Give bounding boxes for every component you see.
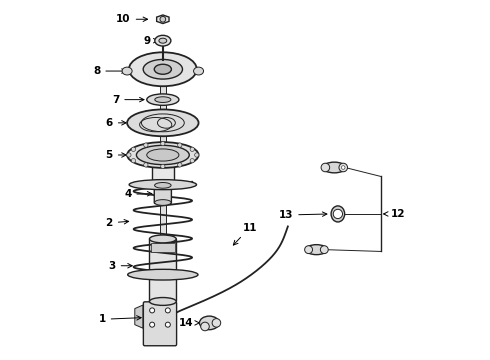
Ellipse shape bbox=[149, 297, 176, 305]
Circle shape bbox=[195, 153, 199, 157]
Circle shape bbox=[131, 147, 136, 152]
Circle shape bbox=[339, 163, 347, 172]
Text: 2: 2 bbox=[105, 218, 128, 228]
FancyBboxPatch shape bbox=[150, 243, 175, 252]
Text: 10: 10 bbox=[116, 14, 147, 24]
Text: 11: 11 bbox=[233, 222, 257, 245]
Text: 6: 6 bbox=[105, 118, 126, 128]
Text: 5: 5 bbox=[105, 150, 126, 160]
Circle shape bbox=[321, 163, 330, 172]
Circle shape bbox=[178, 163, 182, 167]
Ellipse shape bbox=[127, 109, 198, 136]
Circle shape bbox=[320, 246, 328, 253]
Circle shape bbox=[342, 166, 345, 169]
FancyBboxPatch shape bbox=[160, 71, 166, 280]
Ellipse shape bbox=[149, 235, 176, 243]
Text: 12: 12 bbox=[384, 209, 405, 219]
Circle shape bbox=[149, 322, 155, 327]
Text: 13: 13 bbox=[279, 210, 327, 220]
Circle shape bbox=[144, 143, 148, 147]
Text: 8: 8 bbox=[93, 66, 126, 76]
Circle shape bbox=[161, 164, 165, 168]
Text: 4: 4 bbox=[124, 189, 152, 199]
Polygon shape bbox=[135, 305, 143, 328]
Ellipse shape bbox=[129, 180, 196, 190]
Ellipse shape bbox=[155, 35, 171, 46]
Circle shape bbox=[201, 322, 209, 331]
Circle shape bbox=[190, 147, 195, 152]
Circle shape bbox=[127, 153, 131, 157]
Text: 7: 7 bbox=[112, 95, 144, 105]
Ellipse shape bbox=[194, 67, 203, 75]
Ellipse shape bbox=[154, 64, 171, 74]
Circle shape bbox=[190, 158, 195, 163]
Circle shape bbox=[165, 308, 171, 313]
Ellipse shape bbox=[128, 269, 198, 280]
Ellipse shape bbox=[136, 145, 189, 165]
Circle shape bbox=[333, 209, 343, 219]
FancyBboxPatch shape bbox=[152, 166, 173, 184]
Ellipse shape bbox=[129, 52, 197, 86]
Circle shape bbox=[178, 143, 182, 147]
FancyBboxPatch shape bbox=[154, 184, 171, 203]
FancyBboxPatch shape bbox=[144, 302, 176, 346]
Text: 9: 9 bbox=[143, 36, 158, 46]
Text: 1: 1 bbox=[98, 314, 141, 324]
Circle shape bbox=[131, 158, 136, 163]
Ellipse shape bbox=[127, 142, 198, 168]
Circle shape bbox=[161, 141, 165, 146]
Circle shape bbox=[144, 163, 148, 167]
Ellipse shape bbox=[147, 149, 179, 161]
Circle shape bbox=[149, 308, 155, 313]
Ellipse shape bbox=[323, 162, 346, 173]
Polygon shape bbox=[157, 15, 169, 23]
Ellipse shape bbox=[159, 38, 167, 43]
Ellipse shape bbox=[154, 183, 171, 188]
FancyBboxPatch shape bbox=[149, 239, 176, 301]
Ellipse shape bbox=[306, 245, 327, 255]
Circle shape bbox=[165, 322, 171, 327]
Circle shape bbox=[212, 319, 220, 327]
Circle shape bbox=[305, 246, 313, 253]
Ellipse shape bbox=[331, 206, 344, 222]
Ellipse shape bbox=[147, 94, 179, 105]
Ellipse shape bbox=[143, 59, 182, 79]
Ellipse shape bbox=[154, 200, 171, 205]
Text: 3: 3 bbox=[108, 261, 132, 271]
Ellipse shape bbox=[199, 316, 219, 330]
Ellipse shape bbox=[155, 97, 171, 103]
Circle shape bbox=[160, 17, 166, 22]
Text: 14: 14 bbox=[178, 318, 199, 328]
Ellipse shape bbox=[122, 67, 132, 75]
